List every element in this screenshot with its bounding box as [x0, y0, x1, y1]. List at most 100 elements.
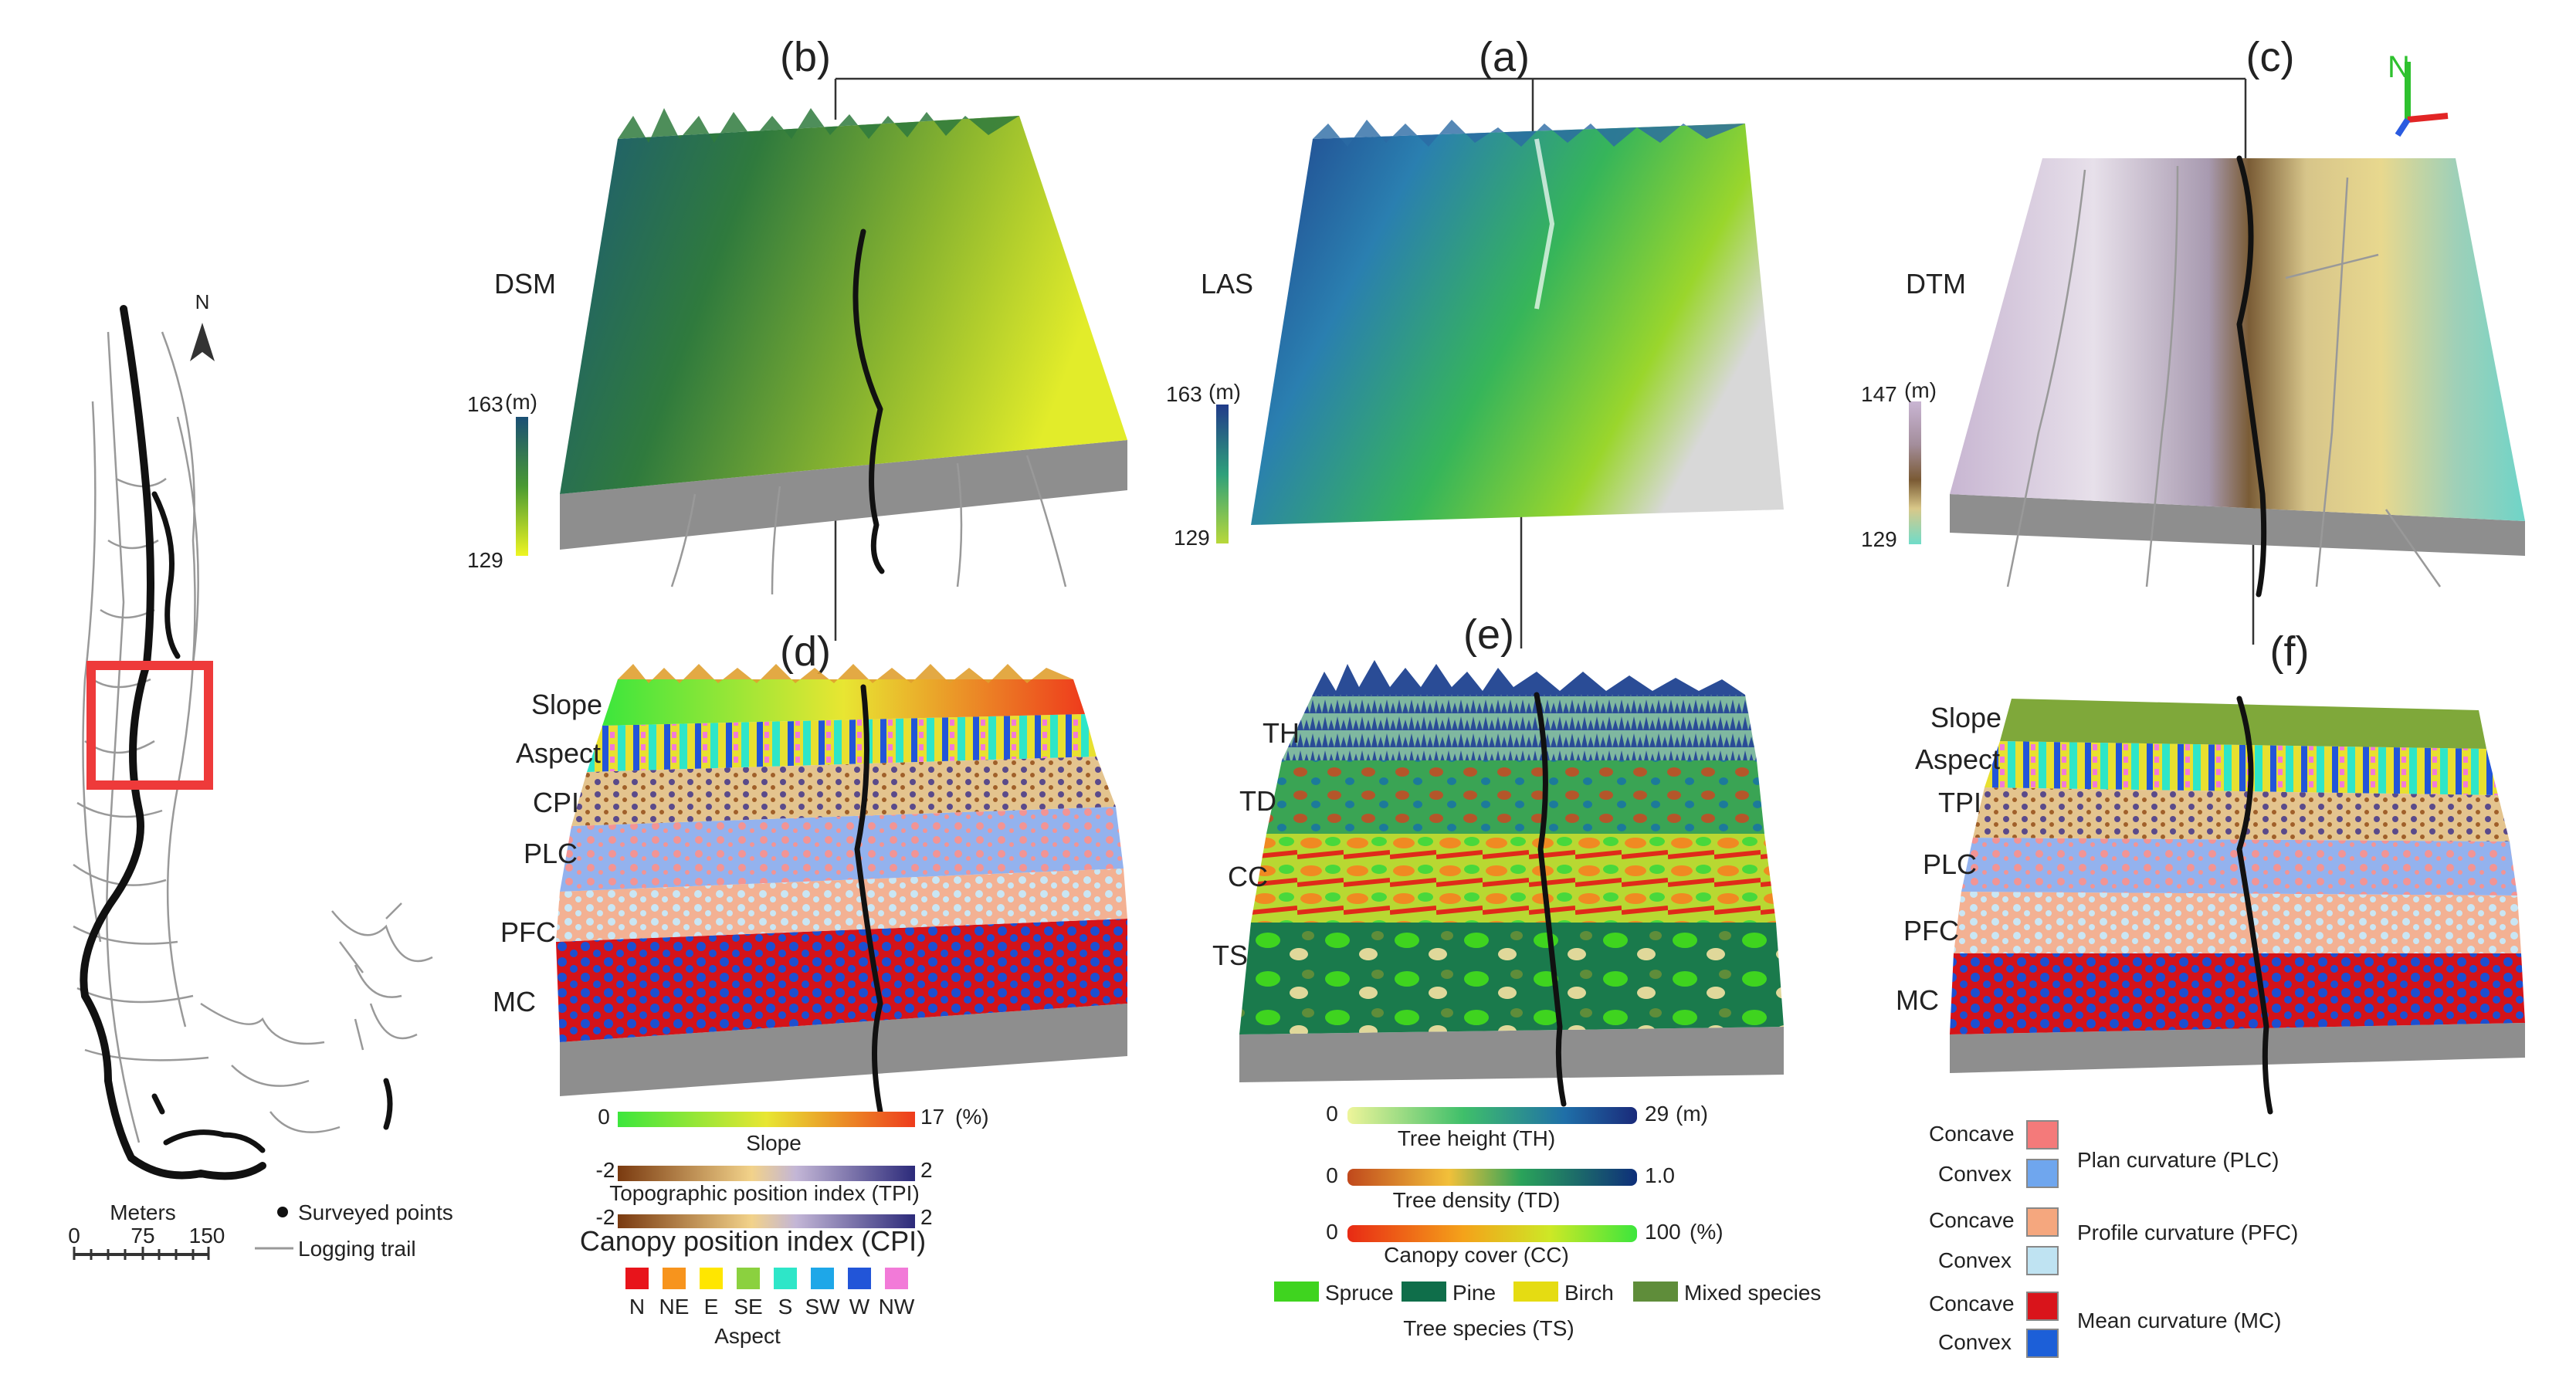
las-colorbar [1216, 405, 1229, 543]
td-min: 0 [1326, 1163, 1338, 1187]
f-label-pfc: PFC [1903, 915, 1959, 946]
aspect-swatch-nw [885, 1268, 908, 1289]
panel-f-dtm-derivatives: Slope Aspect TPI PLC PFC MC [1896, 696, 2525, 1115]
td-max: 1.0 [1645, 1163, 1675, 1187]
plc-convex-swatch [2026, 1159, 2059, 1188]
d-label-mc: MC [493, 986, 536, 1017]
aspect-swatch-s [774, 1268, 797, 1289]
aspect-swatch-ne [663, 1268, 686, 1289]
las-min: 129 [1174, 526, 1210, 550]
f-label-plc: PLC [1923, 848, 1977, 880]
plc-convex-label: Convex [1938, 1162, 2012, 1186]
plc-concave-label: Concave [1929, 1122, 2015, 1146]
slope-title: Slope [746, 1131, 802, 1155]
d-label-aspect: Aspect [516, 737, 601, 769]
panel-d-dsm-derivatives: Slope Aspect CPI PLC PFC MC [493, 664, 1127, 1115]
triad-north-label: N [2388, 50, 2410, 84]
species-label-pine: Pine [1452, 1281, 1496, 1305]
species-swatch-mixed-species [1633, 1282, 1678, 1302]
species-title: Tree species (TS) [1403, 1316, 1574, 1340]
aspect-class-sw: SW [805, 1295, 840, 1319]
las-max: 163 [1166, 382, 1202, 406]
scale-tick-75: 75 [130, 1224, 154, 1248]
dtm-max: 147 [1861, 382, 1897, 406]
scale-title: Meters [110, 1200, 176, 1224]
tpi-title: Topographic position index (TPI) [609, 1181, 920, 1205]
aspect-title: Aspect [714, 1324, 781, 1348]
species-swatch-pine [1402, 1282, 1446, 1302]
mc-convex-label: Convex [1938, 1330, 2012, 1354]
panel-label-a: (a) [1479, 34, 1530, 80]
aspect-swatch-sw [811, 1268, 834, 1289]
dtm-surface [1950, 158, 2525, 521]
scale-bar: Meters 0 75 150 [68, 1200, 225, 1260]
scale-tick-150: 150 [189, 1224, 225, 1248]
cpi-colorbar [618, 1214, 915, 1228]
slope-colorbar [618, 1112, 915, 1127]
cpi-title: Canopy position index (CPI) [580, 1225, 926, 1257]
las-point-cloud [1251, 124, 1784, 525]
plc-concave-swatch [2026, 1120, 2059, 1149]
dsm-block-side [560, 440, 1127, 550]
overview-map: N Meters 0 75 150 Surveyed points Loggin… [68, 290, 453, 1261]
th-colorbar [1347, 1107, 1637, 1124]
f-label-slope: Slope [1930, 702, 2001, 733]
pfc-concave-label: Concave [1929, 1208, 2015, 1232]
pfc-title: Profile curvature (PFC) [2077, 1221, 2298, 1244]
dsm-min: 129 [467, 548, 503, 572]
aspect-class-nw: NW [879, 1295, 915, 1319]
aspect-swatch-n [625, 1268, 649, 1289]
pfc-convex-label: Convex [1938, 1248, 2012, 1272]
logging-trails [73, 331, 433, 1143]
pfc-concave-swatch [2026, 1207, 2059, 1237]
d-label-plc: PLC [524, 838, 578, 869]
axis-triad-icon: N [2388, 50, 2449, 137]
panel-label-d: (d) [780, 628, 831, 675]
f-label-tpi: TPI [1938, 787, 1981, 818]
panel-e-block-side [1239, 1027, 1784, 1082]
aspect-legend: N NE E SE S SW W NW [625, 1268, 915, 1319]
mc-concave-label: Concave [1929, 1292, 2015, 1315]
dtm-colorbar [1909, 401, 1921, 544]
dtm-min: 129 [1861, 527, 1897, 551]
species-swatch-birch [1513, 1282, 1558, 1302]
e-label-ts: TS [1212, 940, 1248, 971]
e-label-cc: CC [1228, 861, 1268, 892]
aspect-swatch-e [700, 1268, 723, 1289]
species-legend: Spruce Pine Birch Mixed species [1274, 1281, 1821, 1305]
species-label-birch: Birch [1564, 1281, 1614, 1305]
legend-e: 0 29 (m) Tree height (TH) 0 1.0 Tree den… [1274, 1102, 1821, 1340]
mc-title: Mean curvature (MC) [2077, 1309, 2282, 1332]
d-label-slope: Slope [531, 689, 602, 720]
dsm-surface [560, 116, 1127, 494]
slope-max: 17 [920, 1105, 944, 1129]
plc-title: Plan curvature (PLC) [2077, 1148, 2279, 1172]
cc-min: 0 [1326, 1220, 1338, 1244]
th-min: 0 [1326, 1102, 1338, 1126]
dsm-max: 163 [467, 392, 503, 416]
tpi-colorbar [618, 1166, 915, 1181]
aspect-class-s: S [778, 1295, 793, 1319]
td-colorbar [1347, 1169, 1637, 1186]
dsm-label: DSM [494, 268, 556, 300]
td-title: Tree density (TD) [1393, 1188, 1561, 1212]
d-label-cpi: CPI [533, 787, 579, 818]
species-label-mixed-species: Mixed species [1684, 1281, 1821, 1305]
e-label-th: TH [1263, 717, 1300, 749]
panel-a-las: LAS 163 (m) 129 [1166, 120, 1784, 550]
cc-title: Canopy cover (CC) [1384, 1243, 1569, 1267]
panel-label-f: (f) [2270, 628, 2310, 675]
panel-e-forest-attributes: TH TD CC TS [1212, 660, 1784, 1107]
dsm-colorbar [516, 417, 528, 556]
panel-d-block-side [560, 1004, 1127, 1096]
th-unit: (m) [1676, 1102, 1708, 1126]
cpi-max: 2 [920, 1205, 933, 1229]
panel-label-c: (c) [2246, 34, 2295, 80]
tpi-min: -2 [596, 1158, 615, 1182]
e-label-td: TD [1239, 785, 1276, 817]
th-max: 29 [1645, 1102, 1669, 1126]
aspect-swatch-se [737, 1268, 760, 1289]
aspect-swatch-w [848, 1268, 871, 1289]
scale-tick-0: 0 [68, 1224, 80, 1248]
species-label-spruce: Spruce [1325, 1281, 1394, 1305]
